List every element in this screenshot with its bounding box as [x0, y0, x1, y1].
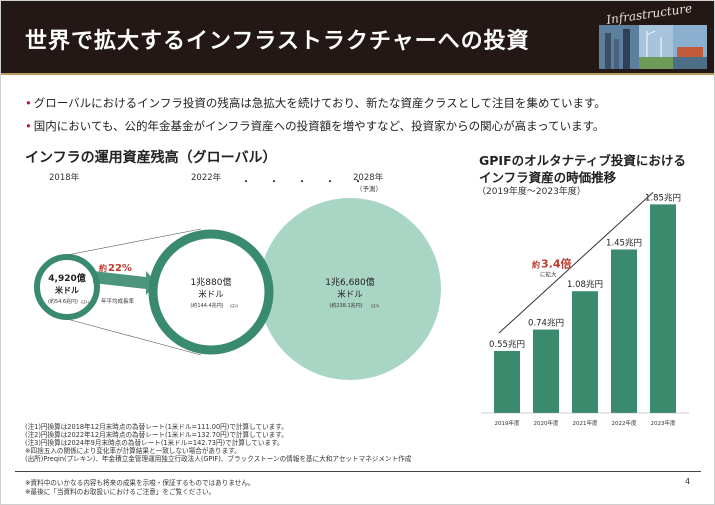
- circle-2022: [148, 229, 274, 355]
- bar-category-label: 2020年度: [534, 419, 559, 427]
- header-divider: [1, 73, 714, 75]
- bar-chart: 0.55兆円 2019年度 0.74兆円 2020年度 1.08兆円 2021年度 1.45…: [481, 192, 689, 427]
- note-1: (注1)円換算は2018年12月末時点の為替レート(1米ドル=111.00円)で…: [25, 423, 288, 431]
- connector-line-top: [66, 228, 202, 256]
- bar-2021年度: [572, 291, 598, 413]
- bar-category-label: 2021年度: [573, 419, 598, 427]
- bar-value-label: 1.08兆円: [567, 279, 603, 290]
- annotation-label: に拡大: [540, 271, 557, 279]
- connector-line-bottom: [66, 318, 202, 356]
- trend-line: [498, 192, 654, 334]
- growth-arrow: [93, 271, 157, 295]
- annotation-prefix: 約: [532, 260, 540, 270]
- bar-value-label: 0.55兆円: [489, 339, 525, 350]
- year-label-2018: 2018年: [49, 173, 80, 183]
- circle-2028-amount: 1兆6,680億: [325, 276, 375, 288]
- circle-2022-note: (注2): [230, 303, 239, 308]
- bubble-chart-title: インフラの運用資産残高（グローバル）: [25, 150, 277, 166]
- header-photo-collage: [599, 25, 707, 69]
- bar-value-label: 1.45兆円: [606, 237, 642, 248]
- bar-category-label: 2019年度: [495, 419, 520, 427]
- circle-2022-amount: 1兆880億: [191, 276, 232, 288]
- note-3: (注3)円換算は2024年9月末時点の為替レート(1米ドル=142.73円)で計…: [25, 439, 284, 447]
- footer-disclaimer-1: ※資料中のいかなる内容も将来の成果を示唆・保証するものではありません。: [25, 479, 255, 487]
- circle-2022-yen: (約144.4兆円): [190, 302, 223, 309]
- circle-2018-note: (注1): [81, 299, 90, 304]
- note-2: (注2)円換算は2022年12月末時点の為替レート(1米ドル=132.70円)で…: [25, 431, 288, 439]
- footer-disclaimer-2: ※最後に「当資料のお取扱いにおけるご注意」をご覧ください。: [25, 488, 216, 496]
- circle-2028-note: (注3): [371, 303, 380, 308]
- bar-category-label: 2023年度: [651, 419, 676, 427]
- forecast-label: （予測）: [356, 185, 382, 193]
- bar-chart-subtitle: （2019年度〜2023年度）: [477, 187, 586, 197]
- circle-2018-amount: 4,920億: [48, 272, 85, 284]
- bar-chart-title: GPIFのオルタナティブ投資における: [479, 153, 686, 168]
- circle-2018: [34, 254, 100, 320]
- note-source: (出所)Preqin(プレキン)、年金積立金管理運用独立行政法人(GPIF)、ブ…: [25, 455, 412, 463]
- header-bar: 世界で拡大するインフラストラクチャーへの投資 Infrastructure: [1, 1, 714, 73]
- circle-2028: [259, 198, 441, 380]
- bar-chart-title-line2: インフラ資産の時価推移: [479, 170, 617, 185]
- bullet-1: • グローバルにおけるインフラ投資の残高は急拡大を続けており、新たな資産クラスとし…: [25, 96, 606, 110]
- growth-label: 年平均成長率: [101, 297, 135, 305]
- bar-2022年度: [611, 249, 637, 413]
- circle-2022-unit: 米ドル: [198, 289, 224, 300]
- timeline-dots: ・・・・・: [241, 177, 381, 188]
- annotation-value: 3.4倍: [541, 257, 572, 271]
- note-4: ※四捨五入の関係により変化率が計算結果と一致しない場合があります。: [25, 447, 241, 455]
- bar-value-label: 1.85兆円: [645, 192, 681, 203]
- circle-2028-unit: 米ドル: [337, 289, 363, 300]
- year-label-2022: 2022年: [191, 173, 222, 183]
- page-number: 4: [685, 477, 691, 486]
- circle-2018-unit: 米ドル: [54, 285, 79, 295]
- bar-2023年度: [650, 204, 676, 413]
- footer-divider: [15, 471, 701, 472]
- circle-2018-yen: (約54.6兆円): [48, 298, 78, 305]
- growth-prefix: 約: [99, 263, 107, 273]
- bubble-chart: 4,920億 米ドル (約54.6兆円) (注1) 約 22% 年平均成長率 1…: [34, 198, 441, 380]
- page-title: 世界で拡大するインフラストラクチャーへの投資: [25, 29, 530, 54]
- circle-2028-yen: (約238.1兆円): [329, 302, 362, 309]
- year-label-2028: 2028年: [353, 173, 384, 183]
- growth-value: 22%: [108, 263, 132, 274]
- bullet-2: • 国内においても、公的年金基金がインフラ資産への投資額を増やすなど、投資家からの…: [25, 119, 605, 133]
- bar-value-label: 0.74兆円: [528, 318, 564, 329]
- bar-2019年度: [494, 350, 520, 413]
- bar-category-label: 2022年度: [612, 419, 637, 427]
- bar-2020年度: [533, 329, 559, 413]
